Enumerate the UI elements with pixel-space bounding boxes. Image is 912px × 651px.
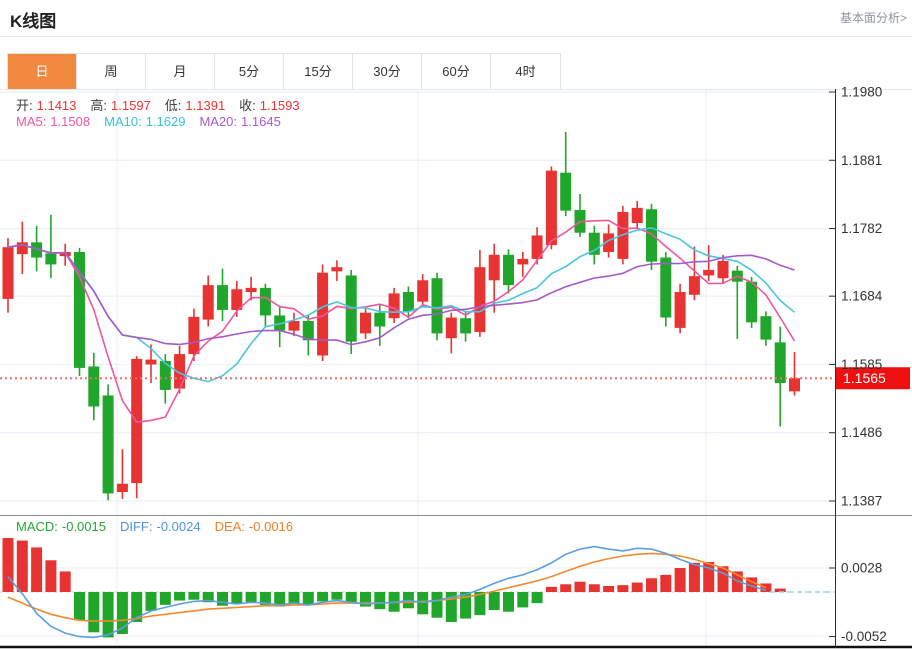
tab-month[interactable]: 月 [146,54,215,89]
svg-text:1.1684: 1.1684 [841,289,883,304]
tab-week[interactable]: 周 [77,54,146,89]
macd-row-dea-value: -0.0016 [248,519,294,534]
diff-line [7,545,767,639]
price-axis: 1.1980 1.1881 1.1782 1.1684 1.1585 1.1486 1.13… [829,85,887,648]
ohlc-row-high-value: 1.1597 [111,98,151,113]
svg-text:1.1980: 1.1980 [841,85,882,100]
macd-row-dea-label: DEA: [214,519,245,534]
svg-text:-0.0052: -0.0052 [841,629,887,644]
ohlc-readout: 开: 1.1413 高: 1.1597 低: 1.1391 收: 1.1593 [16,95,314,114]
macd-readout: MACD: -0.0015 DIFF: -0.0024 DEA: -0.0016 [16,519,307,534]
macd-row-diff-value: -0.0024 [156,519,201,534]
macd-row-diff-label: DIFF: [119,519,153,534]
svg-text:1.1782: 1.1782 [841,221,882,236]
page-title: K线图 [10,12,57,31]
ma-readout: MA5: 1.1508 MA10: 1.1629 MA20: 1.1645 [16,114,295,129]
svg-text:1.1565: 1.1565 [843,370,886,386]
svg-text:1.1881: 1.1881 [841,153,882,168]
ohlc-row-open-value: 1.1413 [36,98,77,113]
tab-min15[interactable]: 15分 [284,54,353,89]
ohlc-row-close-label: 收: [239,98,256,113]
fundamental-analysis-link[interactable]: 基本面分析> [839,11,907,25]
ma-row-ma5-label: MA5: [16,114,47,129]
candlestick-layer [2,132,800,501]
ma20-line [7,243,795,346]
tab-min5[interactable]: 5分 [215,54,284,89]
ma-row-ma20-label: MA20: [199,114,238,129]
timeframe-tabbar: 日周月 5分 15分 30分 60分 4时 [7,53,561,90]
macd-panel [0,538,835,639]
tab-min60[interactable]: 60分 [422,54,491,89]
svg-text:1.1387: 1.1387 [841,494,882,509]
ma-row-ma20-value: 1.1645 [241,114,281,129]
gridlines [0,90,835,646]
ohlc-row-low-value: 1.1391 [185,98,226,113]
ma-row-ma5-value: 1.1508 [50,114,91,129]
ohlc-row-open-label: 开: [16,98,33,113]
header-divider [0,36,912,37]
ohlc-row-low-label: 低: [164,98,182,113]
macd-row-macd-label: MACD: [16,519,58,534]
tab-hour4[interactable]: 4时 [491,54,560,89]
svg-text:1.1486: 1.1486 [841,425,882,440]
ma10-line [7,226,796,383]
svg-text:0.0028: 0.0028 [841,561,882,576]
ma-row-ma10-value: 1.1629 [145,114,186,129]
ohlc-row-close-value: 1.1593 [259,98,300,113]
ohlc-row-high-label: 高: [90,98,108,113]
ma-row-ma10-label: MA10: [104,114,142,129]
current-price-tag: 1.1565 [836,367,910,390]
macd-row-macd-value: -0.0015 [61,519,106,534]
chart-top-border [0,89,912,90]
tab-min30[interactable]: 30分 [353,54,422,89]
svg-text:1.1585: 1.1585 [841,357,882,372]
tab-day[interactable]: 日 [8,54,77,89]
